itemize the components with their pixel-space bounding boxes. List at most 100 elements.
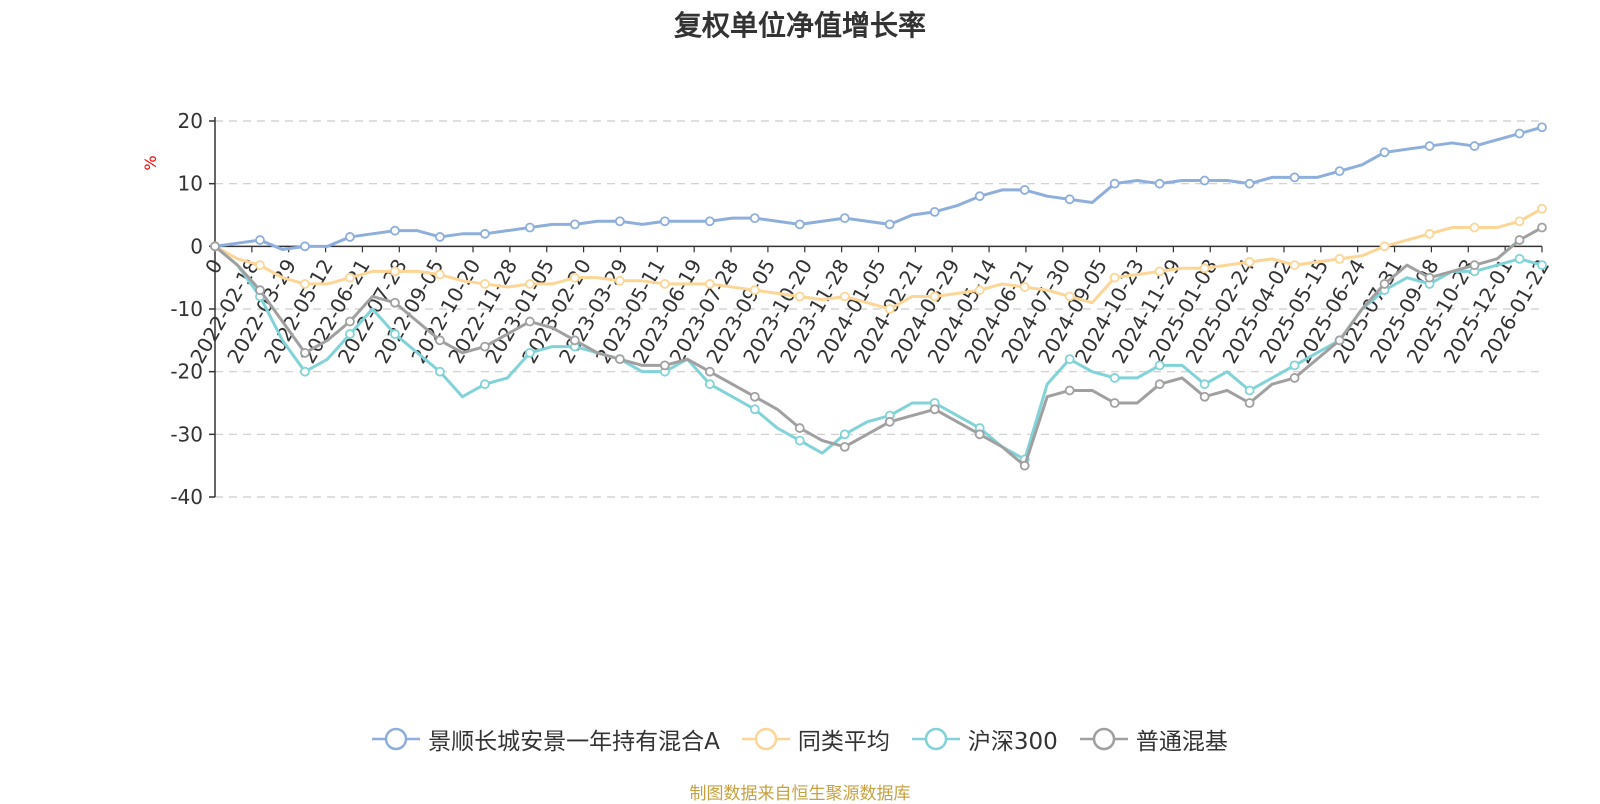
data-point (704, 216, 715, 227)
data-point (345, 272, 355, 283)
y-axis-unit-label: % (141, 155, 160, 170)
data-point (1154, 178, 1165, 189)
data-point (839, 441, 850, 452)
data-point (300, 279, 310, 289)
data-point (929, 404, 940, 415)
data-point (794, 435, 805, 446)
data-point (884, 416, 895, 427)
data-point (839, 291, 850, 302)
series-line-0 (214, 125, 1543, 251)
data-point (300, 347, 310, 358)
data-point (435, 269, 445, 280)
data-point (614, 354, 625, 365)
data-point (1244, 178, 1255, 189)
gridlines (215, 120, 1542, 498)
data-point (1244, 385, 1255, 396)
data-point (255, 260, 265, 271)
data-point (390, 266, 400, 277)
legend-marker-icon (741, 727, 790, 751)
data-point (1334, 166, 1345, 177)
data-point (1154, 379, 1165, 390)
data-point (345, 316, 355, 327)
data-point (659, 360, 670, 371)
data-point (929, 291, 940, 302)
data-point (1019, 282, 1030, 292)
legend-item-3[interactable]: 普通混基 (1079, 722, 1228, 756)
data-point (659, 216, 670, 227)
data-point (1244, 257, 1255, 267)
data-point (884, 219, 895, 230)
data-point (1514, 216, 1525, 227)
chart-title: 复权单位净值增长率 (673, 9, 926, 42)
source-note: 制图数据来自恒生聚源数据库 (689, 784, 911, 804)
data-point (1334, 253, 1345, 264)
data-point (1379, 241, 1390, 252)
legend-item-1[interactable]: 同类平均 (741, 722, 890, 756)
data-point (255, 285, 265, 296)
legend: 景顺长城安景一年持有混合A 同类平均 沪深300 普通混基 (0, 722, 1600, 756)
data-point (1469, 141, 1480, 151)
data-point (1064, 385, 1075, 396)
data-point (569, 219, 580, 230)
data-point (1379, 147, 1390, 158)
data-point (569, 335, 580, 346)
data-point (435, 232, 445, 242)
legend-label: 同类平均 (797, 729, 890, 755)
data-point (974, 191, 985, 202)
data-point (1537, 260, 1547, 271)
data-point (974, 429, 985, 440)
data-point (524, 316, 535, 327)
y-tick-label: -20 (170, 360, 203, 384)
data-point (479, 379, 490, 390)
data-point (1379, 279, 1390, 289)
data-point (524, 279, 535, 289)
data-point (435, 366, 445, 377)
data-point (210, 241, 220, 252)
data-point (1244, 398, 1255, 408)
data-point (300, 241, 310, 252)
data-point (1064, 354, 1075, 365)
legend-label: 沪深300 (967, 729, 1058, 755)
data-point (479, 279, 490, 289)
data-point (345, 232, 355, 242)
legend-label: 普通混基 (1135, 729, 1228, 755)
data-point (929, 206, 940, 217)
data-point (479, 341, 490, 352)
data-point (1514, 128, 1525, 139)
data-point (300, 366, 310, 377)
legend-marker-icon (1079, 727, 1128, 751)
data-point (1064, 194, 1075, 205)
data-point (1199, 175, 1210, 186)
legend-marker-icon (372, 727, 421, 751)
data-point (1019, 460, 1030, 471)
data-point (704, 379, 715, 390)
data-point (1424, 228, 1435, 239)
data-point (390, 225, 400, 236)
data-point (794, 291, 805, 302)
data-point (794, 423, 805, 433)
data-point (884, 304, 895, 314)
axes (209, 117, 1543, 498)
data-point (704, 279, 715, 289)
y-tick-label: 0 (190, 234, 203, 258)
data-point (1424, 141, 1435, 151)
data-point (1109, 373, 1120, 383)
data-point (1199, 263, 1210, 274)
data-point (749, 391, 760, 402)
y-tick-label: -10 (170, 297, 203, 321)
legend-item-0[interactable]: 景顺长城安景一年持有混合A (372, 722, 720, 756)
data-point (435, 335, 445, 346)
data-point (569, 272, 580, 283)
data-point (255, 235, 265, 245)
data-point (524, 222, 535, 233)
data-point (1289, 373, 1300, 383)
data-point (659, 279, 670, 289)
data-point (974, 285, 985, 296)
y-axis-ticks: -40 -30 -20 -10 0 10 20 (170, 109, 203, 509)
data-point (345, 329, 355, 339)
data-point (614, 216, 625, 227)
data-point (390, 297, 400, 308)
data-point (1334, 335, 1345, 346)
legend-item-2[interactable]: 沪深300 (911, 722, 1058, 756)
